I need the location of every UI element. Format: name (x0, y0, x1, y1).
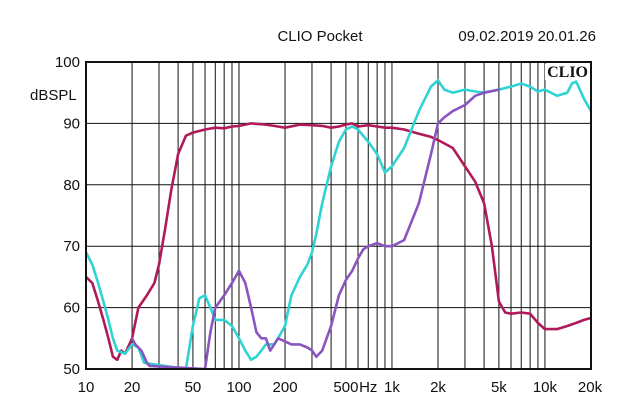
y-axis-label: dBSPL (30, 87, 77, 104)
x-tick-label: 50 (185, 379, 202, 396)
y-tick-label: 70 (63, 238, 80, 255)
logo-background (545, 64, 589, 80)
series-line-3 (130, 88, 501, 369)
x-tick-label: 20 (124, 379, 141, 396)
y-tick-label: 100 (55, 54, 80, 71)
x-tick-label: 5k (491, 379, 507, 396)
x-tick-label: 10k (533, 379, 558, 396)
clio-logo: CLIO (547, 64, 588, 81)
x-tick-label: 10 (78, 379, 95, 396)
y-tick-label: 80 (63, 177, 80, 194)
x-tick-label: 20k (578, 379, 603, 396)
x-tick-label: 200 (273, 379, 298, 396)
plot-frame (85, 61, 592, 370)
chart-grid (85, 61, 592, 370)
x-tick-label: 100 (226, 379, 251, 396)
x-tick-label: Hz (359, 379, 377, 396)
y-tick-label: 90 (63, 115, 80, 132)
x-tick-label: 2k (430, 379, 446, 396)
y-tick-label: 60 (63, 300, 80, 317)
header-title: CLIO Pocket (277, 28, 363, 45)
x-tick-label: 500 (333, 379, 358, 396)
series-line-1 (86, 122, 591, 362)
header-timestamp: 09.02.2019 20.01.26 (458, 28, 596, 45)
y-tick-label: 50 (63, 361, 80, 378)
x-tick-label: 1k (384, 379, 400, 396)
chart-series-group (86, 79, 591, 369)
